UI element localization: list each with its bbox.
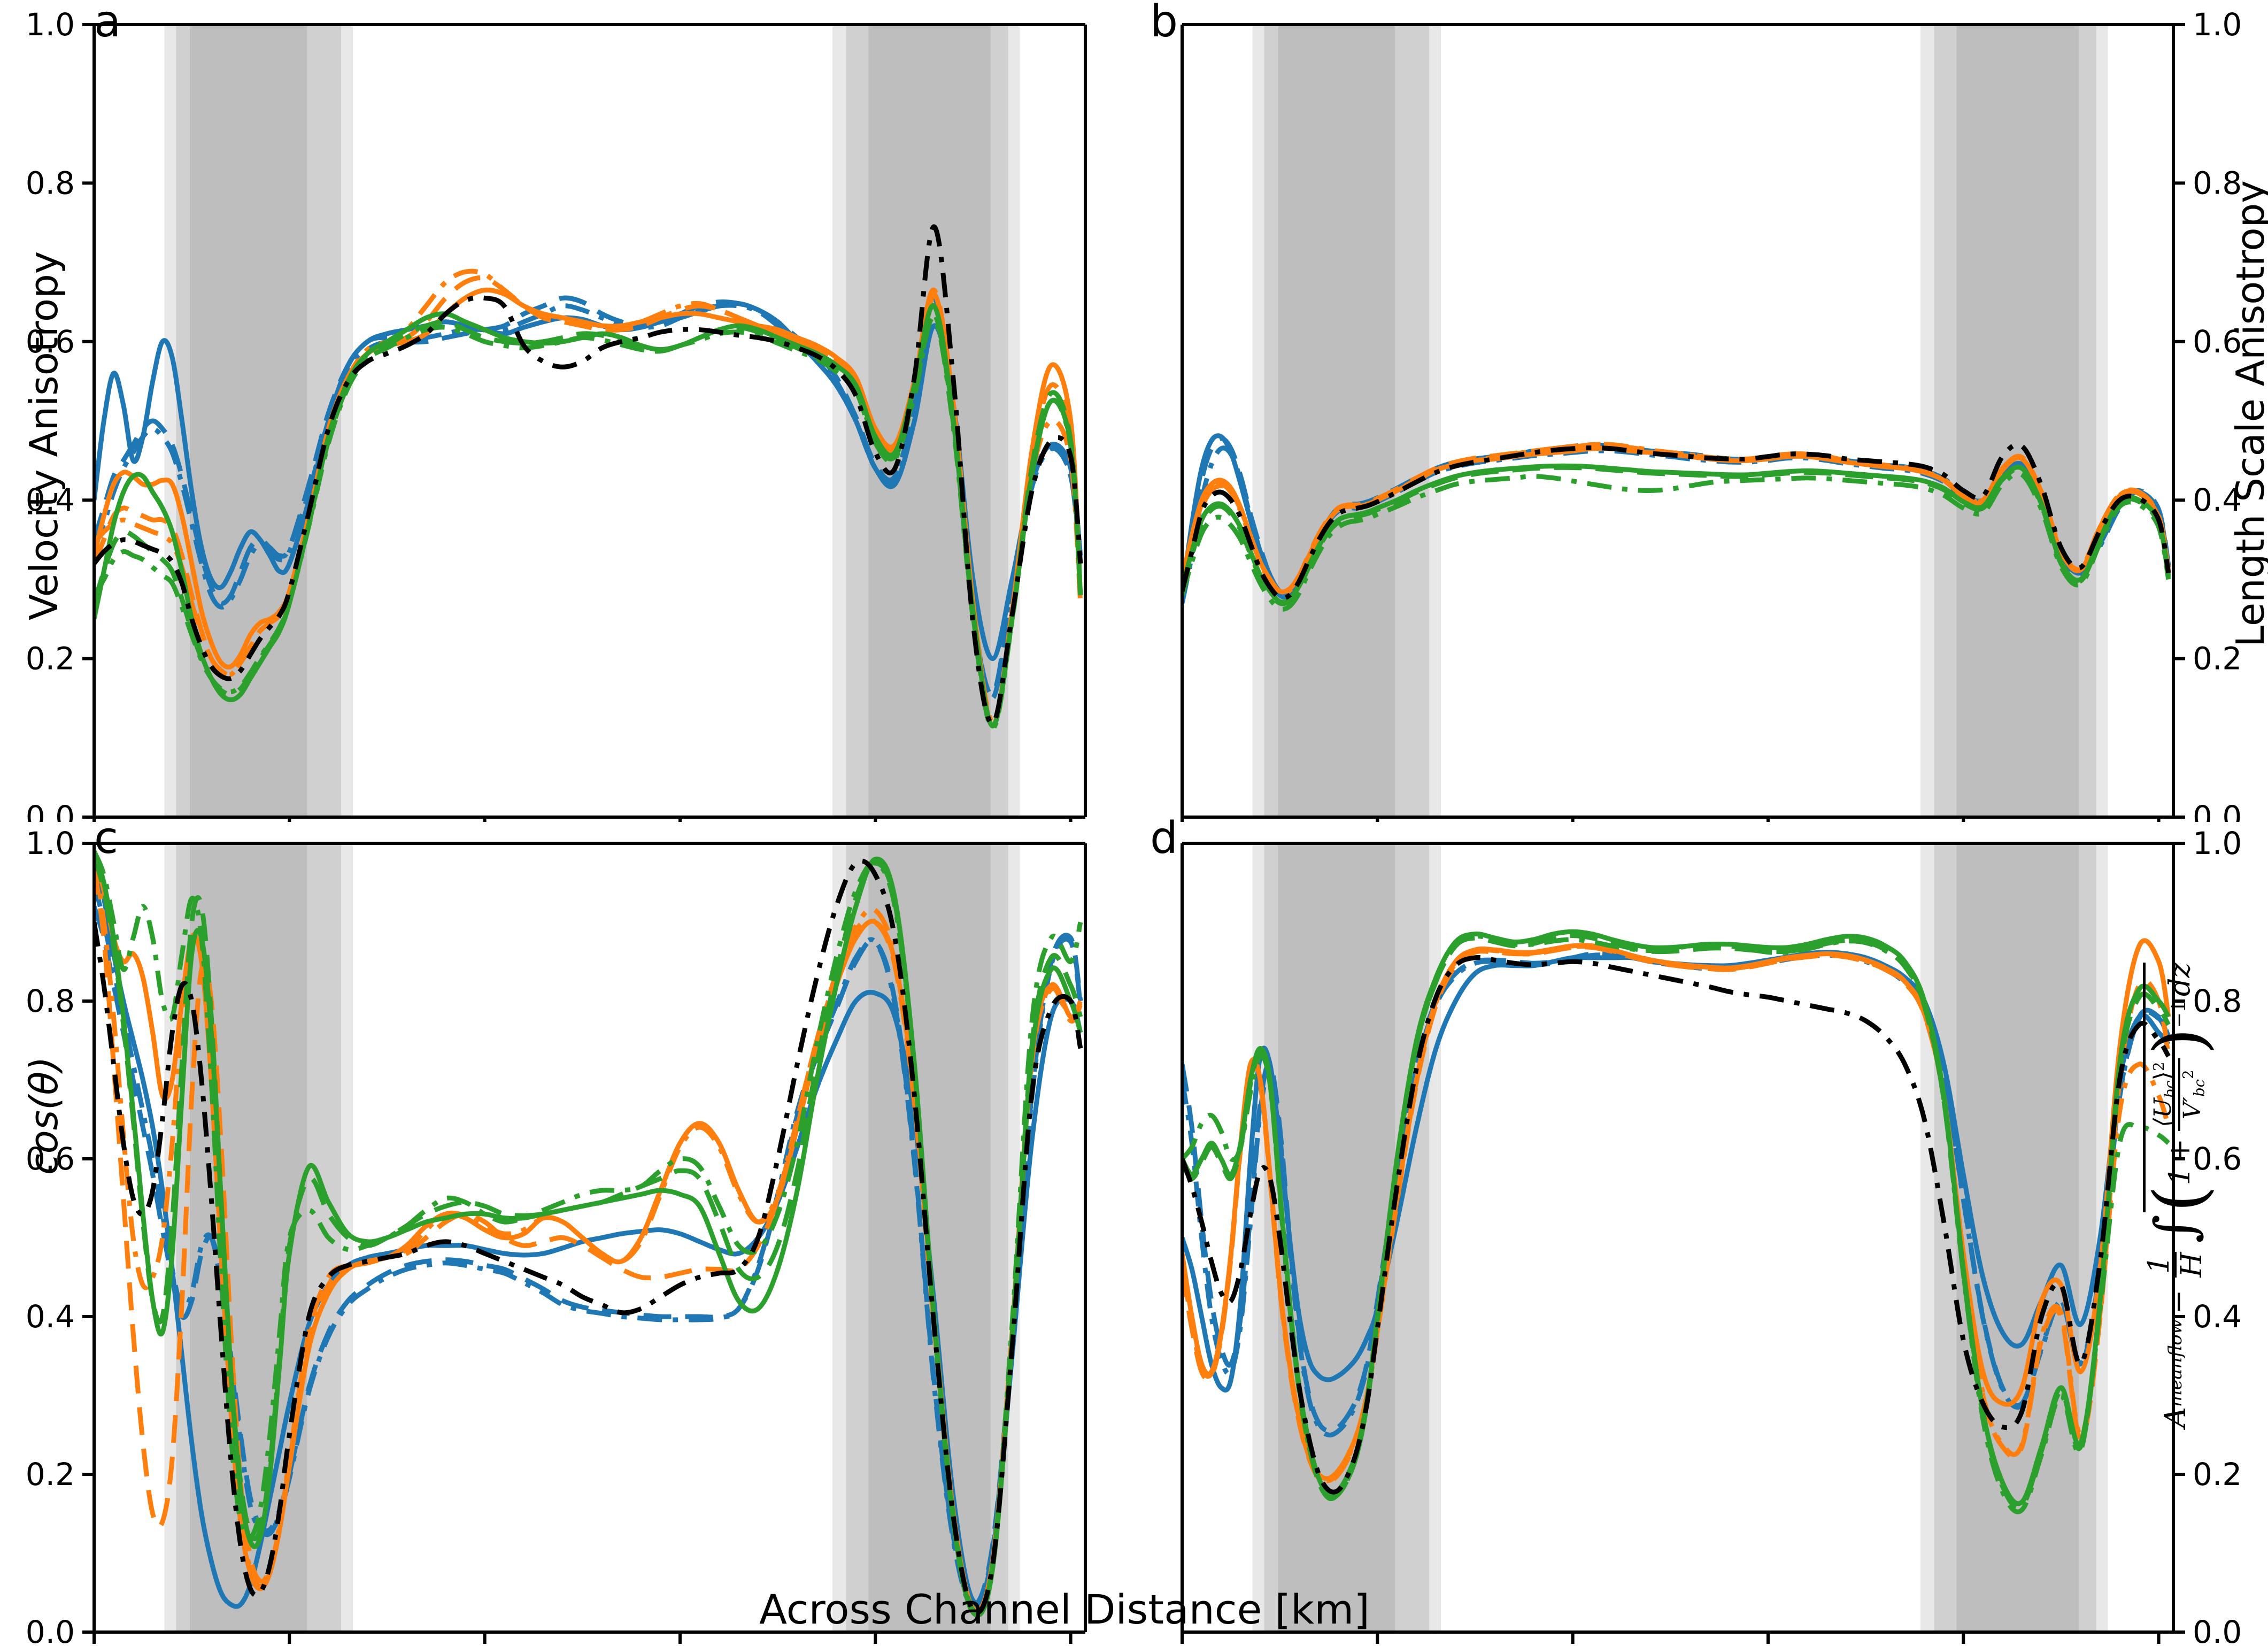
panel-c: c cos(θ) 0.00.20.40.60.81.00200400600800…: [0, 817, 1134, 1646]
series-line-black-dashdot: [1182, 955, 2171, 1495]
math-plus: +: [2162, 1138, 2196, 1163]
math-close-paren: ): [2139, 1028, 2220, 1055]
math-dz: dz: [2162, 963, 2196, 997]
panel-c-ylabel: cos(θ): [21, 1057, 66, 1175]
series-line-black-dashdot: [94, 224, 1083, 726]
math-integral: ∫: [2143, 1214, 2207, 1243]
series-group: [94, 224, 1083, 731]
math-open-paren: (: [2139, 1185, 2220, 1213]
y-tick-label: 1.0: [26, 6, 75, 43]
x-axis-label: Across Channel Distance [km]: [759, 1586, 1370, 1633]
y-tick-label: 0.6: [26, 324, 75, 360]
series-group: [94, 850, 1083, 1618]
y-tick-label: 0.4: [26, 1298, 75, 1335]
math-Ubc: ⟨U: [2149, 1098, 2177, 1127]
math-Vbc-pow: 2: [2180, 1070, 2197, 1079]
math-frac-numerator: ⟨Ubc⟩2: [2149, 1058, 2181, 1131]
series-group: [1182, 929, 2171, 1514]
y-tick-label: 0.6: [2193, 324, 2242, 360]
series-line-green-dashdot: [94, 850, 1083, 1616]
math-equals: =: [2158, 1289, 2193, 1314]
series-line-black-dashdot: [94, 858, 1083, 1615]
math-Ubc-tail: ⟩: [2149, 1071, 2177, 1081]
math-Ubc-pow: 2: [2150, 1062, 2167, 1072]
y-tick-label: 0.8: [2193, 983, 2242, 1019]
y-tick-label: 0.6: [26, 1141, 75, 1177]
y-tick-label: 0.0: [2193, 1614, 2242, 1644]
axes: 0.00.20.40.60.81.002004006008001000: [26, 825, 1087, 1646]
y-tick-label: 1.0: [2193, 825, 2242, 862]
math-ratio-fraction: ⟨Ubc⟩2 V′bc2: [2149, 1058, 2209, 1131]
math-Ubc-sub: bc: [2162, 1080, 2179, 1098]
math-var-A: A: [2158, 1407, 2193, 1428]
math-one-over-H: 1 H: [2142, 1248, 2208, 1281]
series-line-blue-dashdot: [94, 882, 1083, 1609]
axes: 0.00.20.40.60.81.0: [1181, 6, 2242, 835]
y-tick-label: 0.2: [26, 641, 75, 677]
series-line-orange-dashdot: [1182, 943, 2171, 1483]
y-tick-label: 0.2: [2193, 641, 2242, 677]
shaded-bands: [1252, 25, 2108, 817]
shaded-bands: [1252, 843, 2108, 1632]
y-tick-label: 0.4: [2193, 482, 2242, 518]
y-tick-label: 0.4: [2193, 1298, 2242, 1335]
series-line-green-dashdot: [1182, 934, 2170, 1514]
math-frac-denominator: V′bc2: [2179, 1066, 2209, 1123]
series-line-orange-dashdot: [1182, 442, 2171, 596]
math-exponent: −1: [2169, 1001, 2190, 1028]
panel-b: b Length Scale Anisotropy 0.0 0.2 0.4 0.6 0.…: [1134, 0, 2268, 835]
series-line-green-dashdot: [94, 315, 1083, 731]
y-tick-label: 0.4: [26, 482, 75, 518]
y-tick-label: 0.8: [26, 983, 75, 1019]
panel-c-plot: 0.00.20.40.60.81.002004006008001000: [26, 825, 1087, 1646]
y-tick-label: 0.2: [2193, 1456, 2242, 1493]
series-line-green-dashed: [1182, 465, 2171, 606]
panel-d: d 0.00.20.40.60.81.002004006008001000: [1134, 817, 2268, 1646]
math-den-H: H: [2174, 1252, 2208, 1278]
panel-a: a Velocity Anisotropy 0.0 0.2 0.4 0.6 0.8 1.0: [0, 0, 1134, 835]
panel-b-letter: b: [1150, 0, 1178, 47]
axes: 0.00.20.40.60.81.002004006008001000: [1181, 825, 2242, 1646]
math-sqrt-group: ( 1 + ⟨Ubc⟩2 V′bc2 ) −1 dz: [2139, 963, 2220, 1213]
panel-a-ylabel: Velocity Anisotropy: [21, 251, 66, 620]
series-group: [1182, 433, 2171, 612]
panel-b-plot: 0.00.20.40.60.81.0: [1181, 6, 2242, 835]
panel-d-plot: 0.00.20.40.60.81.002004006008001000: [1181, 825, 2242, 1646]
panel-d-letter: d: [1150, 813, 1178, 864]
math-num-1: 1: [2142, 1251, 2177, 1278]
math-sub-meanflow: meanflow: [2165, 1319, 2186, 1407]
series-line-blue-dashed: [94, 905, 1083, 1607]
panel-a-plot: 0.0 0.2 0.4 0.6 0.8 1.0: [26, 6, 1087, 835]
y-tick-label: 1.0: [26, 825, 75, 862]
panel-a-letter: a: [94, 0, 121, 47]
series-line-black-dashdot: [1182, 442, 2171, 601]
math-Vbc-sub: bc: [2192, 1079, 2209, 1097]
y-tick-label: 0.0: [26, 799, 75, 822]
math-Vbc: V′: [2179, 1096, 2207, 1119]
shaded-bands: [164, 25, 1020, 817]
y-tick-label: 0.6: [2193, 1141, 2242, 1177]
y-tick-label: 0.0: [26, 1614, 75, 1644]
y-tick-label: 1.0: [2193, 6, 2242, 43]
y-tick-label: 0.2: [26, 1456, 75, 1493]
y-tick-label: 0.8: [2193, 165, 2242, 201]
series-line-green-dashdot: [1182, 471, 2171, 612]
math-one: 1: [2162, 1167, 2196, 1186]
panel-c-letter: c: [94, 813, 119, 864]
y-tick-label: 0.8: [26, 165, 75, 201]
panel-c-ylabel-text: cos(θ): [21, 1056, 66, 1175]
